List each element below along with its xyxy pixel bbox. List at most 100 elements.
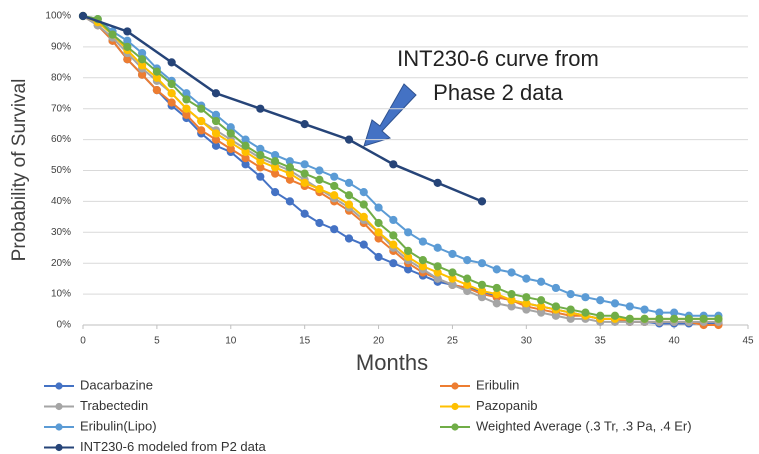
data-point	[241, 141, 250, 150]
x-tick-label: 25	[447, 336, 459, 347]
data-point	[138, 55, 147, 64]
data-point	[167, 98, 176, 107]
legend-label: Eribulin(Lipo)	[80, 418, 157, 433]
data-point	[389, 215, 398, 225]
annotation: Phase 2 data	[433, 80, 563, 105]
legend-marker	[451, 402, 459, 411]
y-tick-label: 30%	[51, 227, 71, 238]
data-point	[315, 218, 324, 228]
data-point	[374, 218, 383, 228]
data-point	[197, 116, 206, 126]
x-axis-label: Months	[356, 350, 428, 375]
x-tick-label: 45	[742, 336, 754, 347]
data-point	[492, 299, 501, 308]
data-point	[167, 79, 176, 89]
plot: 0% 10% 20% 30% 40% 50% 60% 70% 80% 90% 100% 0 5 10 15 2…	[44, 11, 754, 454]
data-point	[167, 58, 176, 67]
data-point	[300, 169, 309, 178]
data-point	[404, 246, 413, 255]
data-point	[197, 126, 206, 135]
data-point	[389, 259, 398, 268]
annotation-arrow	[363, 83, 417, 147]
data-point	[123, 27, 132, 36]
data-point	[271, 157, 280, 166]
data-point	[537, 296, 546, 305]
data-point	[418, 237, 427, 246]
data-point	[359, 188, 368, 197]
data-point	[256, 150, 265, 160]
x-tick-label: 20	[373, 336, 385, 347]
data-point	[477, 259, 487, 268]
data-point	[197, 104, 206, 113]
x-tick-label: 0	[80, 336, 86, 347]
data-point	[226, 129, 235, 138]
annotation: INT230-6 curve from	[397, 46, 599, 71]
legend-marker	[55, 423, 63, 431]
data-point	[625, 314, 634, 323]
data-point	[448, 249, 457, 259]
data-point	[300, 209, 309, 218]
series-line	[82, 14, 483, 203]
data-point	[507, 268, 516, 277]
data-point	[448, 268, 457, 277]
data-point	[330, 181, 339, 191]
data-point	[640, 305, 649, 314]
data-point	[581, 293, 590, 302]
data-point	[211, 116, 221, 126]
data-point	[211, 129, 221, 138]
data-point	[300, 120, 309, 129]
y-tick-label: 40%	[51, 196, 71, 207]
data-point	[167, 89, 176, 98]
data-point	[182, 95, 191, 104]
data-point	[596, 311, 605, 320]
legend-label: Weighted Average (.3 Tr, .3 Pa, .4 Er)	[476, 418, 692, 433]
x-tick-label: 40	[669, 336, 681, 347]
data-point	[566, 305, 575, 314]
x-tick-label: 30	[521, 336, 533, 347]
legend-label: Dacarbazine	[80, 377, 153, 392]
data-point	[123, 42, 132, 52]
data-point	[404, 228, 413, 237]
y-tick-label: 80%	[51, 72, 71, 83]
data-point	[78, 11, 88, 21]
data-point	[625, 302, 634, 311]
data-point	[300, 178, 309, 187]
data-point	[389, 231, 398, 240]
data-point	[433, 243, 442, 252]
data-point	[477, 280, 487, 289]
data-point	[330, 172, 339, 181]
data-point	[522, 274, 531, 283]
y-tick-label: 60%	[51, 134, 71, 145]
data-point	[507, 290, 516, 299]
legend-label: Pazopanib	[476, 398, 537, 413]
data-point	[211, 89, 221, 98]
legend-marker	[55, 443, 63, 452]
data-point	[344, 178, 354, 187]
data-point	[610, 311, 620, 320]
data-point	[551, 283, 560, 293]
data-point	[670, 314, 679, 323]
data-point	[433, 178, 442, 187]
legend-label: Eribulin	[476, 377, 519, 392]
data-point	[389, 240, 398, 249]
data-point	[492, 283, 501, 293]
data-point	[285, 163, 294, 172]
data-point	[655, 314, 664, 323]
data-point	[300, 160, 309, 169]
data-point	[463, 256, 472, 265]
data-point	[315, 175, 324, 184]
y-tick-label: 100%	[45, 11, 71, 22]
x-tick-label: 10	[225, 336, 237, 347]
x-tick-label: 15	[299, 336, 311, 347]
data-point	[152, 67, 161, 76]
data-point	[433, 262, 442, 271]
data-point	[344, 200, 354, 209]
data-point	[152, 86, 161, 95]
legend-marker	[55, 402, 63, 411]
data-point	[389, 160, 398, 169]
data-point	[330, 191, 339, 200]
data-point	[596, 296, 605, 305]
y-tick-label: 0%	[57, 320, 72, 331]
data-point	[418, 256, 427, 265]
